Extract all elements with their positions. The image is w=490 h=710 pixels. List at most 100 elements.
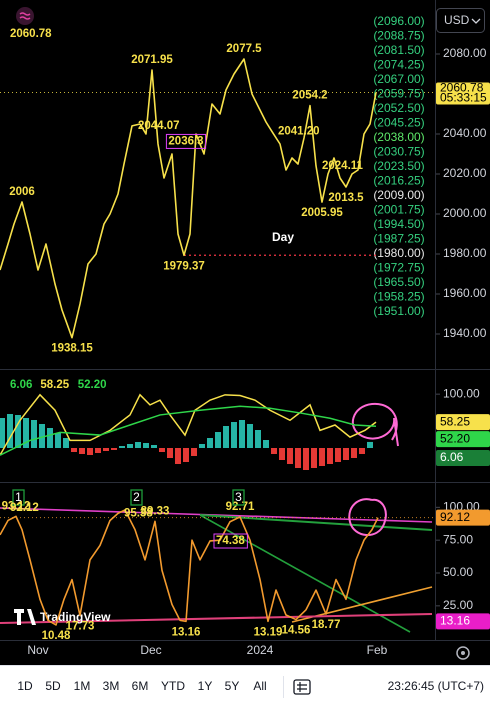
y-tick-label: 2020.00 [443,166,487,180]
level-label: (1951.00) [373,304,424,318]
level-label: (2045.25) [373,116,424,130]
level-label: (2074.25) [373,58,424,72]
compare-icon[interactable] [293,679,311,695]
range-button[interactable]: 5D [45,679,61,693]
range-button[interactable]: 3M [103,679,120,693]
histogram-bar [31,420,37,448]
y-tick-label: 25.00 [443,598,473,612]
histogram-bar [199,444,205,448]
data-label: 2041.20 [278,126,320,138]
box-note-frame [165,133,207,149]
settings-button[interactable] [456,646,470,660]
level-label: (2009.00) [373,188,424,202]
timeframe-note: Day [272,230,294,244]
level-label: (1972.75) [373,261,424,275]
histogram-bar [367,441,373,448]
level-label: (2030.75) [373,145,424,159]
symbol-icon[interactable] [16,7,34,25]
range-button[interactable]: 1M [74,679,91,693]
histogram-bar [151,445,157,448]
histogram-bar [119,446,125,448]
histogram-bar [183,448,189,462]
y-tick-label: 75.00 [443,532,473,546]
box-note: 2036.3 [168,135,203,147]
level-label: (2023.50) [373,159,424,173]
data-label: 2071.95 [131,54,173,66]
range-button[interactable]: YTD [161,679,185,693]
price-tag-label: 2060.78 [440,81,484,95]
marker-box [232,489,245,506]
last-value: 2060.78 [10,28,52,40]
currency-button[interactable] [436,8,485,33]
histogram-bar [175,448,181,464]
data-label: 13.19 [254,626,283,638]
data-label: 17.73 [66,620,95,632]
histogram-bar [39,424,45,448]
range-button[interactable]: 5Y [225,679,240,693]
background [0,0,490,665]
range-button[interactable]: 1D [17,679,33,693]
x-tick-label: 2024 [247,643,274,657]
level-label: (1965.50) [373,275,424,289]
histogram-bar [79,448,85,454]
price-tag [436,613,490,630]
data-label: 2006 [9,186,35,198]
histogram-bar [247,424,253,448]
range-button[interactable]: 6M [132,679,149,693]
level-label: (2088.75) [373,29,424,43]
histogram-bar [23,418,29,448]
watermark-logo [14,609,36,625]
histogram-bar [167,448,173,458]
y-tick-label: 50.00 [443,565,473,579]
level-label: (2001.75) [373,203,424,217]
histogram-bar [87,448,93,455]
histogram-bar [271,448,277,454]
histogram-bar [103,448,109,451]
data-label: 14.56 [282,625,311,637]
price-tag-label: 58.25 [440,414,470,428]
x-tick-label: Dec [140,643,161,657]
histogram-bar [239,420,245,448]
dropdown-arrow [471,18,481,24]
last-value: 92.12 [10,502,39,514]
histogram-bar [7,414,13,448]
price-tag-label: 52.20 [440,431,470,445]
y-tick-label: 100.00 [443,386,480,400]
y-tick-label: 2000.00 [443,206,487,220]
histogram-bar [63,438,69,448]
histogram-bar [159,448,165,452]
data-label: 13.16 [172,626,201,638]
price-tag [436,509,490,526]
data-label: 74.38 [216,535,245,547]
range-button[interactable]: All [253,679,266,693]
data-label: 2013.5 [328,192,364,204]
histogram-bar [263,440,269,448]
data-label: 2044.07 [138,120,180,132]
level-label: (2038.00) [373,130,424,144]
histogram-bar [143,443,149,448]
price-tag-label: 92.12 [440,510,470,524]
currency-label: USD [444,13,470,27]
histogram-bar [327,448,333,464]
settings-glyph [461,651,465,655]
indicator-line [0,405,377,456]
price-tag [436,82,490,105]
marker-box [12,489,25,506]
histogram-bar [127,444,133,448]
price-tag-label: 13.16 [440,614,470,628]
histogram-bar [311,448,317,468]
price-tag [436,431,490,448]
histogram-bar [135,442,141,448]
histogram-bar [351,448,357,458]
marker-label: 1 [15,490,22,504]
y-tick-label: 2080.00 [443,46,487,60]
histogram-bar [215,432,221,448]
level-label: (1958.25) [373,290,424,304]
data-label: 2005.95 [301,207,343,219]
y-tick-label: 1940.00 [443,326,487,340]
value-tag-label: 6.06 [440,450,464,464]
histogram-bar [15,415,21,448]
range-button[interactable]: 1Y [198,679,213,693]
countdown: 05:33:15 [440,91,487,105]
